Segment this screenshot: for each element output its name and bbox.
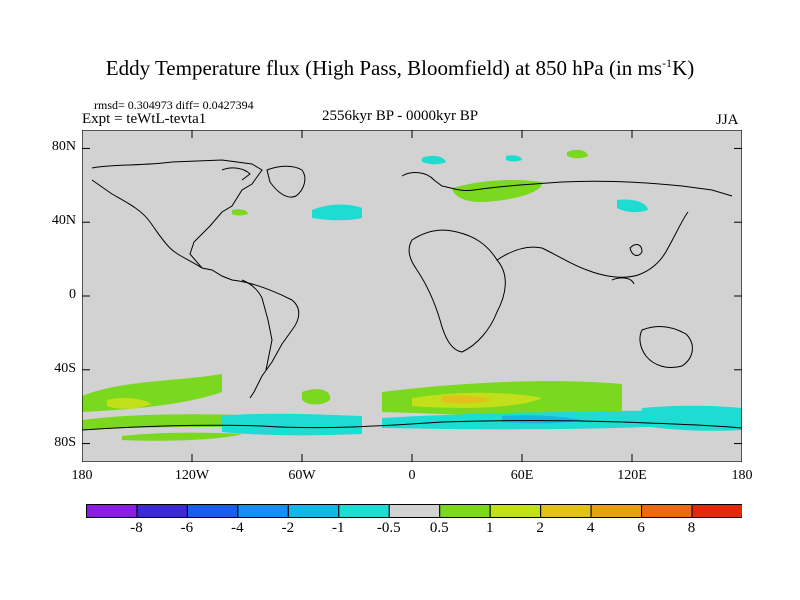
colorbar-box: [641, 504, 693, 518]
colorbar-label: -2: [281, 520, 295, 536]
colorbar-label: 8: [687, 520, 696, 536]
y-tick-label: 0: [69, 287, 76, 302]
colorbar-box: [439, 504, 491, 518]
colorbar-box: [489, 504, 542, 518]
colorbar-label: -1: [332, 520, 345, 536]
colorbar-box: [237, 504, 289, 518]
map-panel: [82, 130, 742, 462]
x-tick-label: 180: [71, 468, 93, 483]
x-tick-label: 120W: [174, 468, 210, 483]
colorbar-label: 6: [637, 520, 645, 536]
x-tick-label: 120E: [617, 468, 647, 483]
season-label: JJA: [716, 112, 739, 128]
stats-label: rmsd= 0.304973 diff= 0.0427394: [94, 98, 254, 112]
x-tick-label: 60W: [288, 468, 316, 483]
y-tick-label: 80N: [51, 139, 76, 155]
colorbar-box: [388, 504, 441, 518]
period-label: 2556kyr BP - 0000kyr BP: [322, 108, 479, 124]
y-tick-label: 40S: [54, 360, 76, 376]
colorbar: [86, 504, 742, 518]
colorbar-box: [186, 504, 239, 518]
axis-ticks: [82, 130, 742, 462]
colorbar-box: [338, 504, 390, 518]
colorbar-box: [590, 504, 643, 518]
colorbar-label: 0.5: [429, 520, 449, 536]
colorbar-box: [136, 504, 188, 518]
colorbar-label: -6: [180, 520, 194, 536]
y-tick-label: 80S: [54, 434, 76, 450]
colorbar-label: 4: [586, 520, 595, 536]
colorbar-label: 2: [536, 520, 544, 536]
x-tick-label: 60E: [510, 468, 534, 483]
x-tick-label: 0: [408, 468, 416, 483]
colorbar-label: 1: [485, 520, 494, 536]
colorbar-box: [86, 504, 138, 518]
plot-title: Eddy Temperature flux (High Pass, Bloomf…: [105, 56, 695, 80]
colorbar-label: -4: [231, 520, 244, 536]
experiment-label: Expt = teWtL-tevta1: [82, 111, 207, 127]
x-tick-label: 180: [731, 468, 753, 483]
colorbar-box: [287, 504, 340, 518]
anomaly-fills: [82, 149, 742, 441]
colorbar-label: -0.5: [376, 520, 401, 536]
colorbar-box: [540, 504, 592, 518]
colorbar-box: [691, 504, 742, 518]
coastlines: [82, 159, 742, 431]
colorbar-label: -8: [130, 520, 143, 536]
y-tick-label: 40N: [51, 213, 76, 229]
